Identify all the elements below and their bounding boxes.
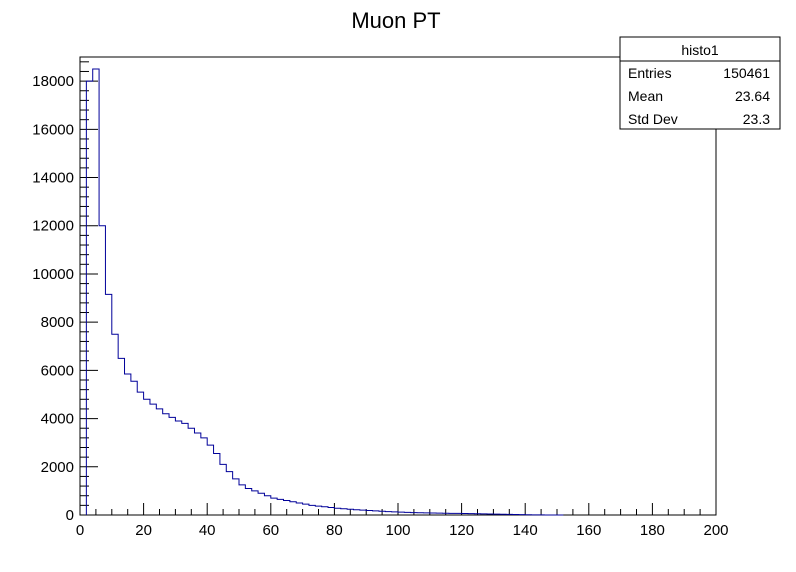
- stats-box: histo1 Entries 150461 Mean 23.64 Std Dev…: [619, 36, 781, 130]
- histogram-bin: [144, 399, 150, 515]
- histogram-bin: [112, 334, 118, 515]
- histogram-bin: [163, 414, 169, 515]
- histogram-bin: [194, 433, 200, 515]
- y-tick-label: 14000: [32, 170, 74, 187]
- y-tick-label: 6000: [41, 362, 74, 379]
- stats-box-name: histo1: [681, 42, 719, 58]
- histogram-bin: [233, 479, 239, 515]
- x-tick-label: 120: [449, 522, 474, 539]
- histogram-bin: [99, 226, 105, 515]
- histogram-bin: [296, 503, 302, 515]
- histogram-bin: [182, 423, 188, 515]
- histogram-bin: [360, 510, 366, 515]
- y-tick-label: 8000: [41, 314, 74, 331]
- x-tick-label: 140: [513, 522, 538, 539]
- histogram-bin: [125, 374, 131, 515]
- y-axis: 0 2000 4000 6000 8000 10000 12000 14000 16000 180…: [32, 61, 98, 524]
- histogram-bin: [156, 409, 162, 515]
- stats-stddev-label: Std Dev: [628, 111, 678, 127]
- histogram-bin: [334, 508, 340, 515]
- histogram-bin: [93, 69, 99, 515]
- histogram-bin: [245, 488, 251, 515]
- y-tick-label: 0: [66, 507, 74, 524]
- y-tick-label: 2000: [41, 459, 74, 476]
- histogram-bin: [328, 508, 334, 515]
- histogram-bin: [118, 358, 124, 515]
- y-tick-label: 18000: [32, 73, 74, 90]
- x-tick-label: 100: [385, 522, 410, 539]
- y-tick-label: 4000: [41, 411, 74, 428]
- histogram-bin: [137, 392, 143, 515]
- chart-title: Muon PT: [351, 8, 440, 33]
- histogram-bin: [131, 381, 137, 515]
- histogram-bin: [373, 511, 379, 515]
- histogram-bin: [169, 417, 175, 515]
- histogram-bin: [264, 496, 270, 515]
- histogram-bin: [175, 421, 181, 515]
- x-tick-label: 160: [576, 522, 601, 539]
- stats-box-frame: [619, 36, 781, 130]
- stats-mean-value: 23.64: [735, 88, 770, 104]
- histogram-bin: [303, 504, 309, 515]
- histogram-bin: [277, 499, 283, 515]
- histogram-bin: [105, 294, 111, 515]
- histogram-bin: [239, 485, 245, 515]
- histogram-bin: [385, 512, 391, 515]
- histogram-bin: [86, 81, 92, 515]
- x-tick-label: 20: [135, 522, 152, 539]
- x-tick-label: 60: [262, 522, 279, 539]
- histogram-step-line: [85, 68, 564, 516]
- x-tick-label: 200: [703, 522, 728, 539]
- stats-entries-label: Entries: [628, 65, 672, 81]
- histogram-bin: [271, 498, 277, 515]
- stats-mean-label: Mean: [628, 88, 663, 104]
- histogram-bin: [309, 505, 315, 515]
- histogram-bin: [290, 502, 296, 515]
- y-tick-label: 10000: [32, 266, 74, 283]
- histogram-bin: [214, 454, 220, 515]
- histogram-bin: [341, 509, 347, 515]
- x-axis: 0 20 40 60 80 100 120 140 160 180 200: [76, 503, 729, 539]
- histogram-bin: [150, 404, 156, 515]
- histogram-bin: [207, 445, 213, 515]
- histogram-bin: [201, 438, 207, 515]
- x-tick-label: 0: [76, 522, 84, 539]
- histogram-bin: [353, 510, 359, 515]
- histogram-bin: [258, 493, 264, 515]
- histogram-bin: [226, 472, 232, 515]
- histogram-bin: [188, 428, 194, 515]
- histogram-bin: [366, 511, 372, 515]
- x-tick-label: 80: [326, 522, 343, 539]
- x-tick-label: 180: [640, 522, 665, 539]
- y-tick-label: 16000: [32, 121, 74, 138]
- histogram-bin: [220, 464, 226, 515]
- y-tick-label: 12000: [32, 218, 74, 235]
- histogram-series: [85, 68, 564, 516]
- stats-entries-value: 150461: [723, 65, 770, 81]
- stats-stddev-value: 23.3: [743, 111, 770, 127]
- histogram-bin: [322, 507, 328, 515]
- x-tick-label: 40: [199, 522, 216, 539]
